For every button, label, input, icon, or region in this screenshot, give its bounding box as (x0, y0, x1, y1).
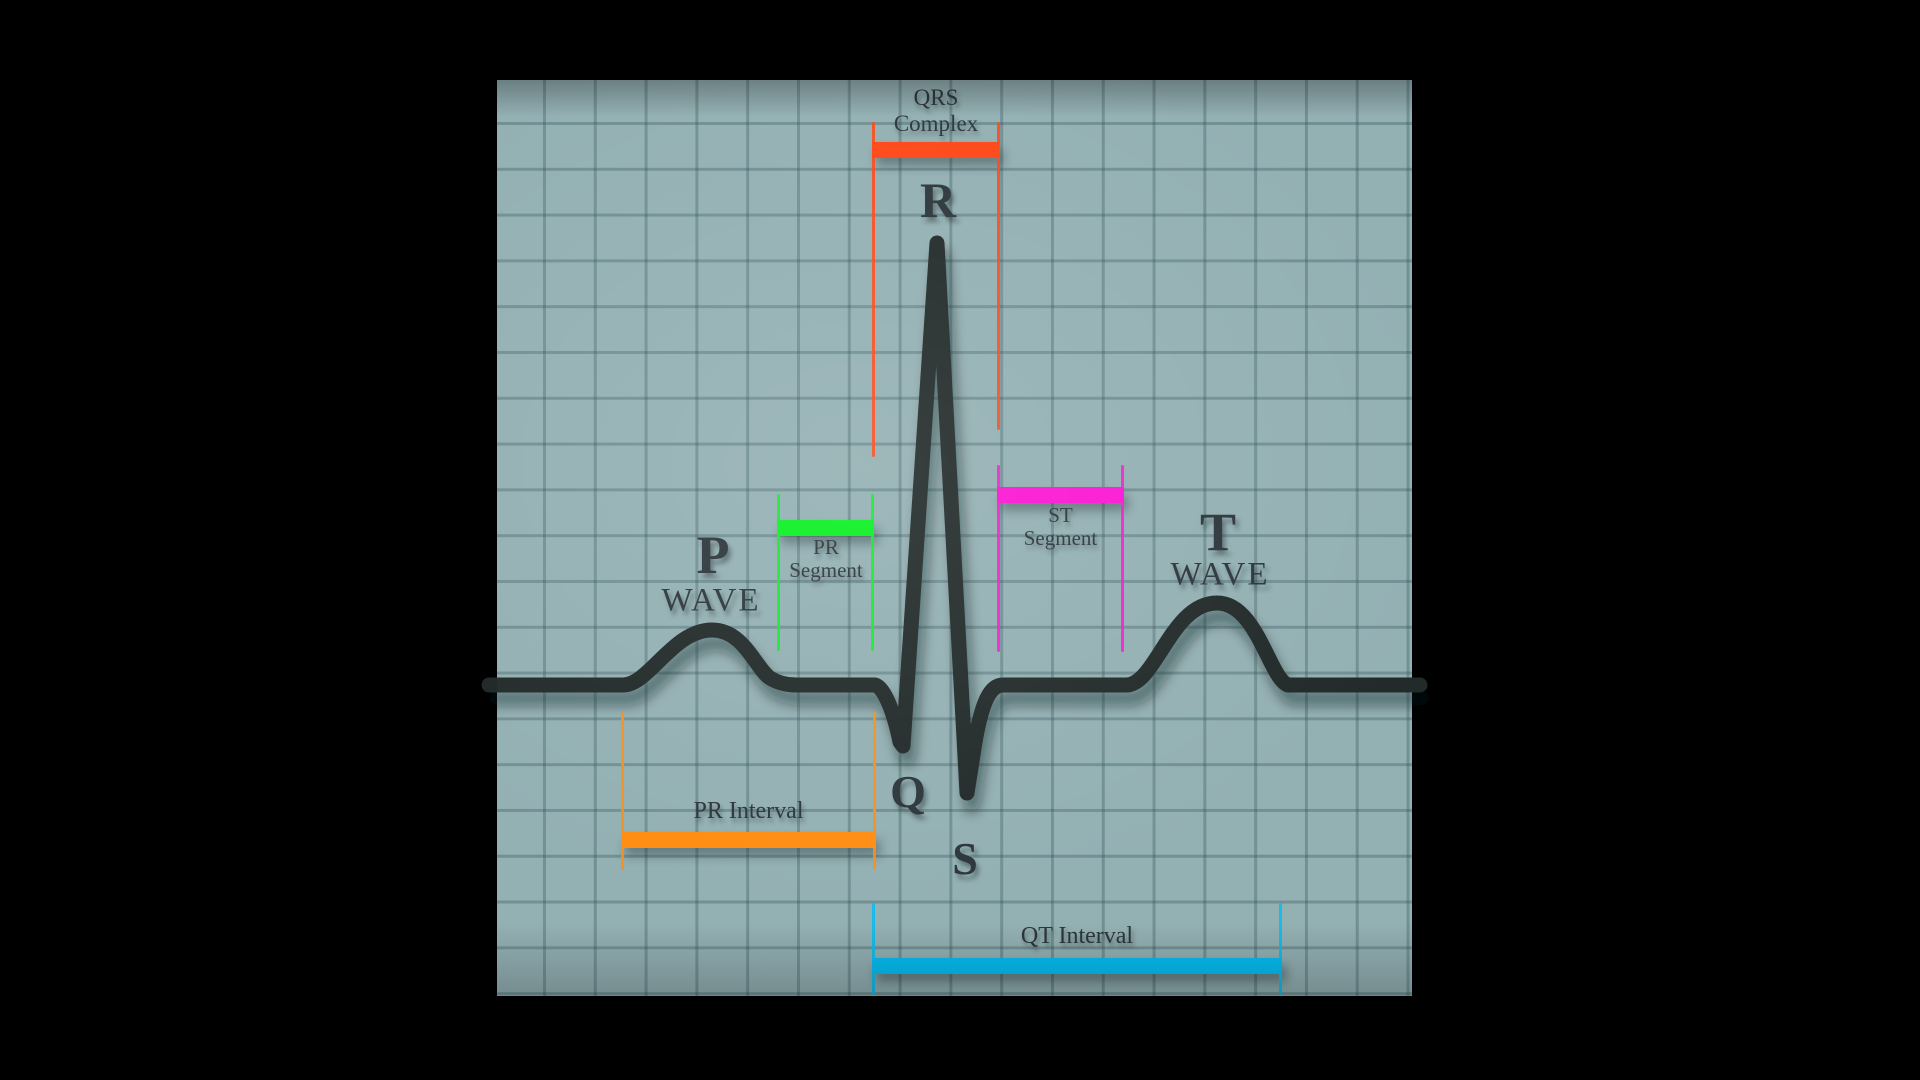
st-segment-label: ST Segment (1023, 503, 1098, 550)
pr-segment-right-line (871, 494, 874, 651)
pr-interval-right-line (873, 712, 876, 870)
pr-segment-label: PR Segment (789, 535, 863, 582)
r-wave-letter: R (919, 172, 957, 228)
st-segment-left-line (997, 465, 1000, 652)
qt-interval-label: QT Interval (1020, 923, 1134, 949)
p-wave-letter: P (696, 525, 730, 585)
s-wave-letter: S (952, 833, 978, 884)
ecg-path (481, 235, 1428, 801)
st-segment-right-line (1121, 465, 1124, 652)
qt-interval-bar (872, 958, 1282, 974)
qrs-complex-right-line (997, 122, 1000, 430)
pr-interval-bar (621, 832, 876, 848)
t-wave-letter: T (1199, 502, 1237, 562)
qt-interval-right-line (1279, 903, 1282, 995)
pr-interval-left-line (621, 712, 624, 870)
p-wave-word: WAVE (661, 582, 761, 619)
pr-segment-left-line (777, 494, 780, 651)
pr-interval-label: PR Interval (693, 798, 804, 824)
t-wave-word: WAVE (1170, 556, 1270, 593)
pr-segment-bar (777, 520, 874, 536)
qt-interval-left-line (872, 903, 875, 995)
q-wave-letter: Q (890, 766, 926, 817)
ecg-waveform-trace (481, 235, 1428, 801)
qrs-complex-left-line (872, 122, 875, 457)
qrs-complex-label: QRS Complex (893, 85, 979, 136)
ecg-grid-panel: P WAVE R Q S T WAVE QRS Complex PR Segment… (481, 80, 1428, 996)
qrs-complex-bar (872, 142, 999, 158)
st-segment-bar (997, 487, 1124, 503)
